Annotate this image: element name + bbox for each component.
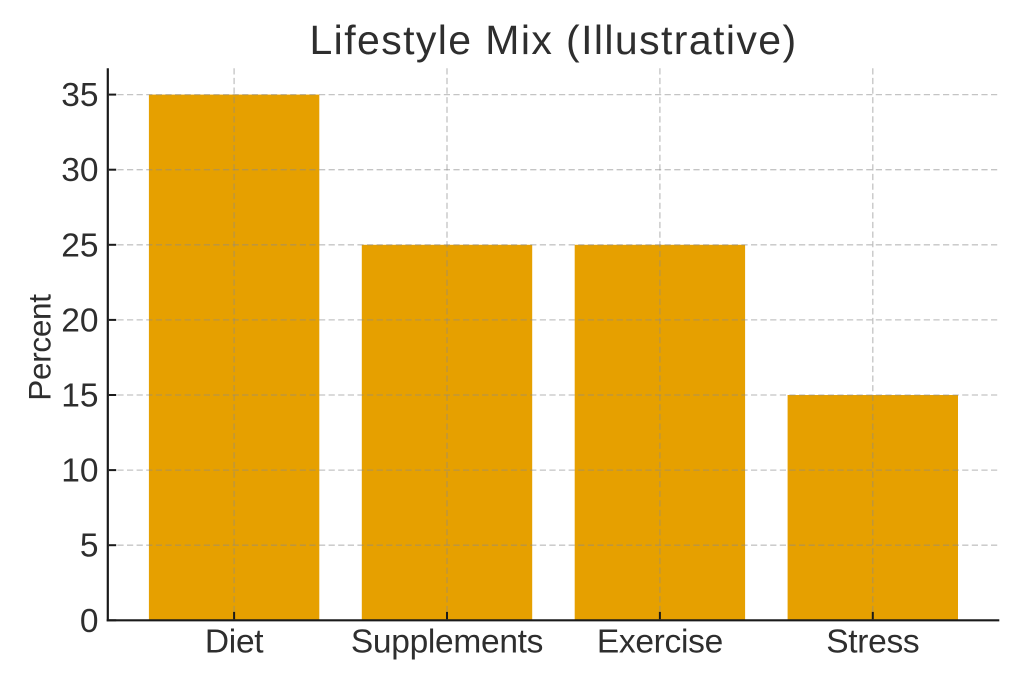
svg-text:15: 15 (61, 378, 98, 415)
svg-text:20: 20 (61, 302, 98, 339)
svg-text:Diet: Diet (205, 623, 264, 660)
svg-text:Stress: Stress (826, 623, 919, 660)
svg-text:35: 35 (61, 77, 98, 114)
svg-text:10: 10 (61, 453, 98, 490)
svg-text:25: 25 (61, 227, 98, 264)
svg-text:0: 0 (80, 603, 99, 640)
svg-text:Exercise: Exercise (597, 623, 723, 660)
svg-text:Percent: Percent (22, 294, 58, 401)
svg-text:30: 30 (61, 152, 98, 189)
svg-text:Lifestyle Mix (Illustrative): Lifestyle Mix (Illustrative) (309, 17, 797, 63)
svg-text:Supplements: Supplements (351, 623, 543, 660)
svg-text:5: 5 (80, 528, 99, 565)
